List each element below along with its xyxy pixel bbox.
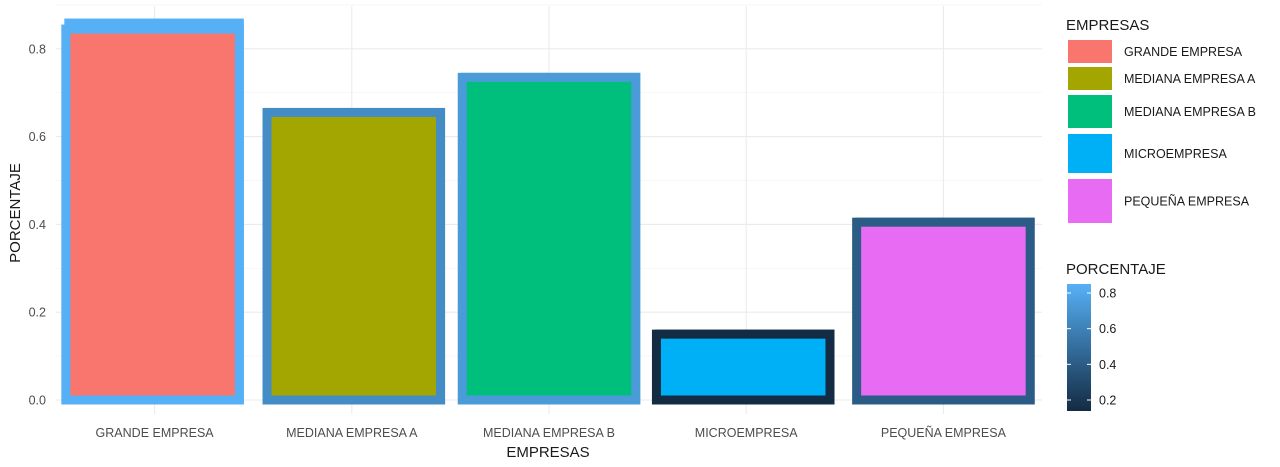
legend-key <box>1068 95 1112 128</box>
legend-key <box>1068 67 1112 90</box>
bar <box>262 107 446 405</box>
colorbar-tick-label: 0.4 <box>1099 358 1116 372</box>
legend-label: GRANDE EMPRESA <box>1124 45 1243 59</box>
legend-key <box>1068 40 1112 63</box>
colorbar <box>1067 284 1091 411</box>
x-tick-label: MICROEMPRESA <box>695 426 798 440</box>
bar <box>457 72 641 405</box>
colorbar-tick-label: 0.2 <box>1099 394 1116 408</box>
color-legend: PORCENTAJE 0.8 0.6 0.4 0.2 <box>1066 261 1166 411</box>
bars-layer <box>61 18 1035 405</box>
bar <box>61 24 244 405</box>
x-axis-ticks: GRANDE EMPRESA MEDIANA EMPRESA A MEDIANA E… <box>96 426 1007 440</box>
legend-label: MEDIANA EMPRESA B <box>1124 105 1256 119</box>
legend-label: MEDIANA EMPRESA A <box>1124 72 1256 86</box>
fill-legend: EMPRESAS GRANDE EMPRESA MEDIANA EMPRESA A M… <box>1066 17 1256 223</box>
x-axis-title: EMPRESAS <box>506 444 589 461</box>
bar <box>852 217 1035 405</box>
y-tick-label: 0.0 <box>29 394 46 408</box>
y-tick-label: 0.8 <box>29 42 46 56</box>
y-tick-label: 0.4 <box>29 218 46 232</box>
colorbar-tick-label: 0.6 <box>1099 322 1116 336</box>
colorbar-tick-label: 0.8 <box>1099 287 1116 301</box>
x-tick-label: MEDIANA EMPRESA A <box>286 426 418 440</box>
legend-key <box>1068 134 1112 173</box>
x-tick-label: PEQUEÑA EMPRESA <box>881 426 1007 440</box>
x-tick-label: MEDIANA EMPRESA B <box>483 426 615 440</box>
color-legend-title: PORCENTAJE <box>1066 261 1166 278</box>
y-axis-title: PORCENTAJE <box>7 163 24 263</box>
fill-legend-title: EMPRESAS <box>1066 17 1149 34</box>
y-tick-label: 0.2 <box>29 306 46 320</box>
y-axis-ticks: 0.0 0.2 0.4 0.6 0.8 <box>29 42 46 407</box>
legend-key <box>1068 179 1112 223</box>
legend-label: MICROEMPRESA <box>1124 147 1227 161</box>
x-tick-label: GRANDE EMPRESA <box>96 426 215 440</box>
legend-label: PEQUEÑA EMPRESA <box>1124 195 1250 209</box>
bar <box>651 329 835 405</box>
y-tick-label: 0.6 <box>29 130 46 144</box>
